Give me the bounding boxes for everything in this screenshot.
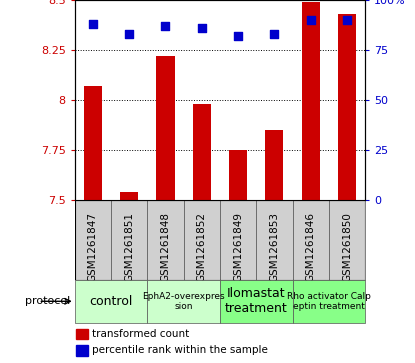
Bar (293, 200, 329, 280)
Bar (338, 14, 356, 200)
Point (126, 31, 132, 37)
Bar (120, 192, 138, 200)
Bar (229, 150, 247, 200)
Text: percentile rank within the sample: percentile rank within the sample (92, 345, 268, 355)
Bar (256, 200, 293, 280)
Text: GSM1261851: GSM1261851 (124, 212, 134, 282)
Text: Rho activator Calp
eptin treatment: Rho activator Calp eptin treatment (287, 291, 371, 311)
Text: GSM1261849: GSM1261849 (233, 212, 243, 282)
Bar (76, 329, 88, 339)
Text: GSM1261852: GSM1261852 (197, 212, 207, 282)
Text: transformed count: transformed count (92, 329, 189, 339)
Point (162, 23, 169, 29)
Bar (147, 280, 220, 323)
Bar (147, 200, 183, 280)
Text: EphA2-overexpres
sion: EphA2-overexpres sion (142, 291, 225, 311)
Point (308, 17, 314, 23)
Text: Ilomastat
treatment: Ilomastat treatment (225, 287, 288, 315)
Text: GSM1261847: GSM1261847 (88, 212, 98, 282)
Bar (84, 86, 102, 200)
Bar (220, 200, 256, 280)
Text: control: control (89, 295, 133, 308)
Point (271, 31, 278, 37)
Bar (220, 280, 293, 323)
Text: GSM1261850: GSM1261850 (342, 212, 352, 281)
Bar (183, 200, 220, 280)
Bar (76, 345, 88, 356)
Bar (302, 2, 320, 200)
Bar (111, 200, 147, 280)
Bar (75, 200, 111, 280)
Bar (193, 104, 211, 200)
Point (344, 17, 350, 23)
Bar (293, 280, 365, 323)
Point (198, 25, 205, 31)
Bar (156, 56, 175, 200)
Text: GSM1261846: GSM1261846 (306, 212, 316, 282)
Text: protocol: protocol (25, 296, 71, 306)
Text: GSM1261848: GSM1261848 (161, 212, 171, 282)
Point (90, 21, 96, 27)
Text: GSM1261853: GSM1261853 (269, 212, 279, 282)
Bar (75, 280, 147, 323)
Bar (265, 130, 283, 200)
Point (235, 33, 242, 39)
Bar (329, 200, 365, 280)
